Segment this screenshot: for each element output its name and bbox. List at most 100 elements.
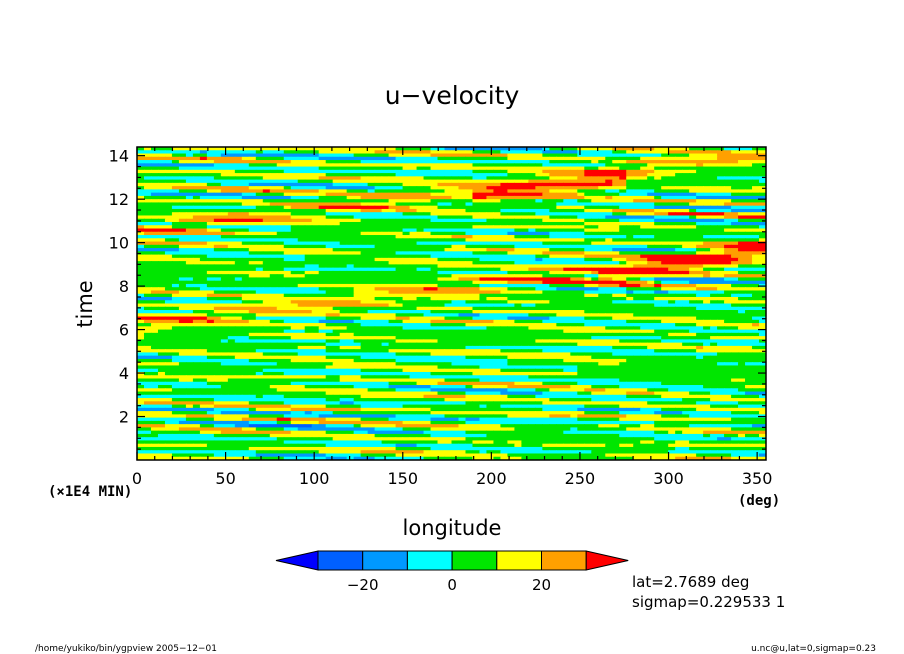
heatmap-cell <box>311 189 320 194</box>
heatmap-cell <box>563 238 571 243</box>
heatmap-cell <box>493 296 502 301</box>
heatmap-cell <box>626 202 634 207</box>
heatmap-cell <box>493 257 502 262</box>
heatmap-cell <box>612 306 620 311</box>
heatmap-cell <box>402 316 411 321</box>
heatmap-cell <box>409 303 418 308</box>
heatmap-cell <box>514 156 522 161</box>
heatmap-cell <box>374 270 383 275</box>
heatmap-cell <box>346 241 355 246</box>
heatmap-cell <box>731 254 739 259</box>
heatmap-cell <box>437 163 446 168</box>
heatmap-cell <box>542 248 550 252</box>
heatmap-cell <box>374 163 383 168</box>
heatmap-cell <box>290 267 299 272</box>
heatmap-cell <box>227 160 236 164</box>
heatmap-cell <box>409 231 418 236</box>
heatmap-cell <box>150 303 159 308</box>
heatmap-cell <box>696 215 704 220</box>
heatmap-cell <box>325 231 334 236</box>
heatmap-cell <box>570 313 578 318</box>
heatmap-cell <box>304 147 313 151</box>
heatmap-cell <box>311 208 320 213</box>
heatmap-cell <box>402 264 411 269</box>
heatmap-cell <box>437 192 446 197</box>
heatmap-cell <box>668 261 676 265</box>
heatmap-cell <box>759 215 766 220</box>
heatmap-cell <box>241 251 250 256</box>
heatmap-cell <box>654 310 662 314</box>
heatmap-cell <box>269 264 278 269</box>
heatmap-cell <box>248 176 257 181</box>
heatmap-cell <box>654 176 662 181</box>
heatmap-cell <box>416 225 425 230</box>
heatmap-cell <box>549 293 557 298</box>
heatmap-cell <box>248 218 257 223</box>
heatmap-cell <box>248 306 257 311</box>
heatmap-cell <box>703 195 711 200</box>
heatmap-cell <box>367 238 376 243</box>
heatmap-cell <box>430 235 439 239</box>
heatmap-cell <box>689 290 697 295</box>
heatmap-cell <box>227 150 236 155</box>
heatmap-cell <box>227 303 236 308</box>
heatmap-cell <box>192 316 201 321</box>
heatmap-cell <box>738 274 746 279</box>
heatmap-cell <box>696 156 704 161</box>
heatmap-cell <box>290 218 299 223</box>
heatmap-cell <box>640 228 648 233</box>
heatmap-cell <box>332 208 341 213</box>
heatmap-cell <box>374 231 383 236</box>
heatmap-cell <box>605 225 613 230</box>
heatmap-cell <box>283 326 292 331</box>
heatmap-cell <box>584 150 592 155</box>
heatmap-cell <box>584 283 592 288</box>
heatmap-cell <box>633 310 641 314</box>
heatmap-cell <box>388 306 397 311</box>
heatmap-cell <box>612 221 620 226</box>
heatmap-cell <box>360 231 369 236</box>
heatmap-cell <box>500 205 509 210</box>
heatmap-cell <box>185 195 194 200</box>
heatmap-cell <box>206 202 215 207</box>
heatmap-cell <box>458 244 467 249</box>
heatmap-cell <box>213 274 222 279</box>
heatmap-cell <box>591 251 599 256</box>
heatmap-cell <box>276 173 285 177</box>
heatmap-cell <box>192 313 201 318</box>
heatmap-cell <box>570 208 578 213</box>
heatmap-cell <box>374 323 383 327</box>
heatmap-cell <box>591 296 599 301</box>
heatmap-cell <box>185 261 194 265</box>
heatmap-cell <box>591 208 599 213</box>
heatmap-cell <box>542 241 550 246</box>
heatmap-cell <box>465 166 474 171</box>
heatmap-cell <box>269 176 278 181</box>
heatmap-cell <box>325 310 334 314</box>
heatmap-cell <box>269 205 278 210</box>
heatmap-cell <box>563 179 571 184</box>
heatmap-cell <box>318 283 327 288</box>
heatmap-cell <box>346 150 355 155</box>
heatmap-cell <box>346 326 355 331</box>
heatmap-cell <box>696 277 704 282</box>
heatmap-cell <box>570 173 578 177</box>
heatmap-cell <box>745 310 753 314</box>
heatmap-cell <box>682 215 690 220</box>
heatmap-cell <box>395 300 404 305</box>
heatmap-cell <box>276 316 285 321</box>
heatmap-cell <box>199 235 208 239</box>
heatmap-cell <box>703 215 711 220</box>
heatmap-cell <box>682 287 690 292</box>
heatmap-cell <box>528 310 536 314</box>
heatmap-cell <box>598 254 606 259</box>
heatmap-cell <box>164 254 173 259</box>
heatmap-cell <box>556 156 564 161</box>
heatmap-cell <box>388 244 397 249</box>
heatmap-cell <box>479 251 488 256</box>
heatmap-cell <box>612 179 620 184</box>
heatmap-cell <box>619 156 627 161</box>
heatmap-cell <box>402 238 411 243</box>
heatmap-cell <box>262 270 271 275</box>
heatmap-cell <box>661 150 669 155</box>
